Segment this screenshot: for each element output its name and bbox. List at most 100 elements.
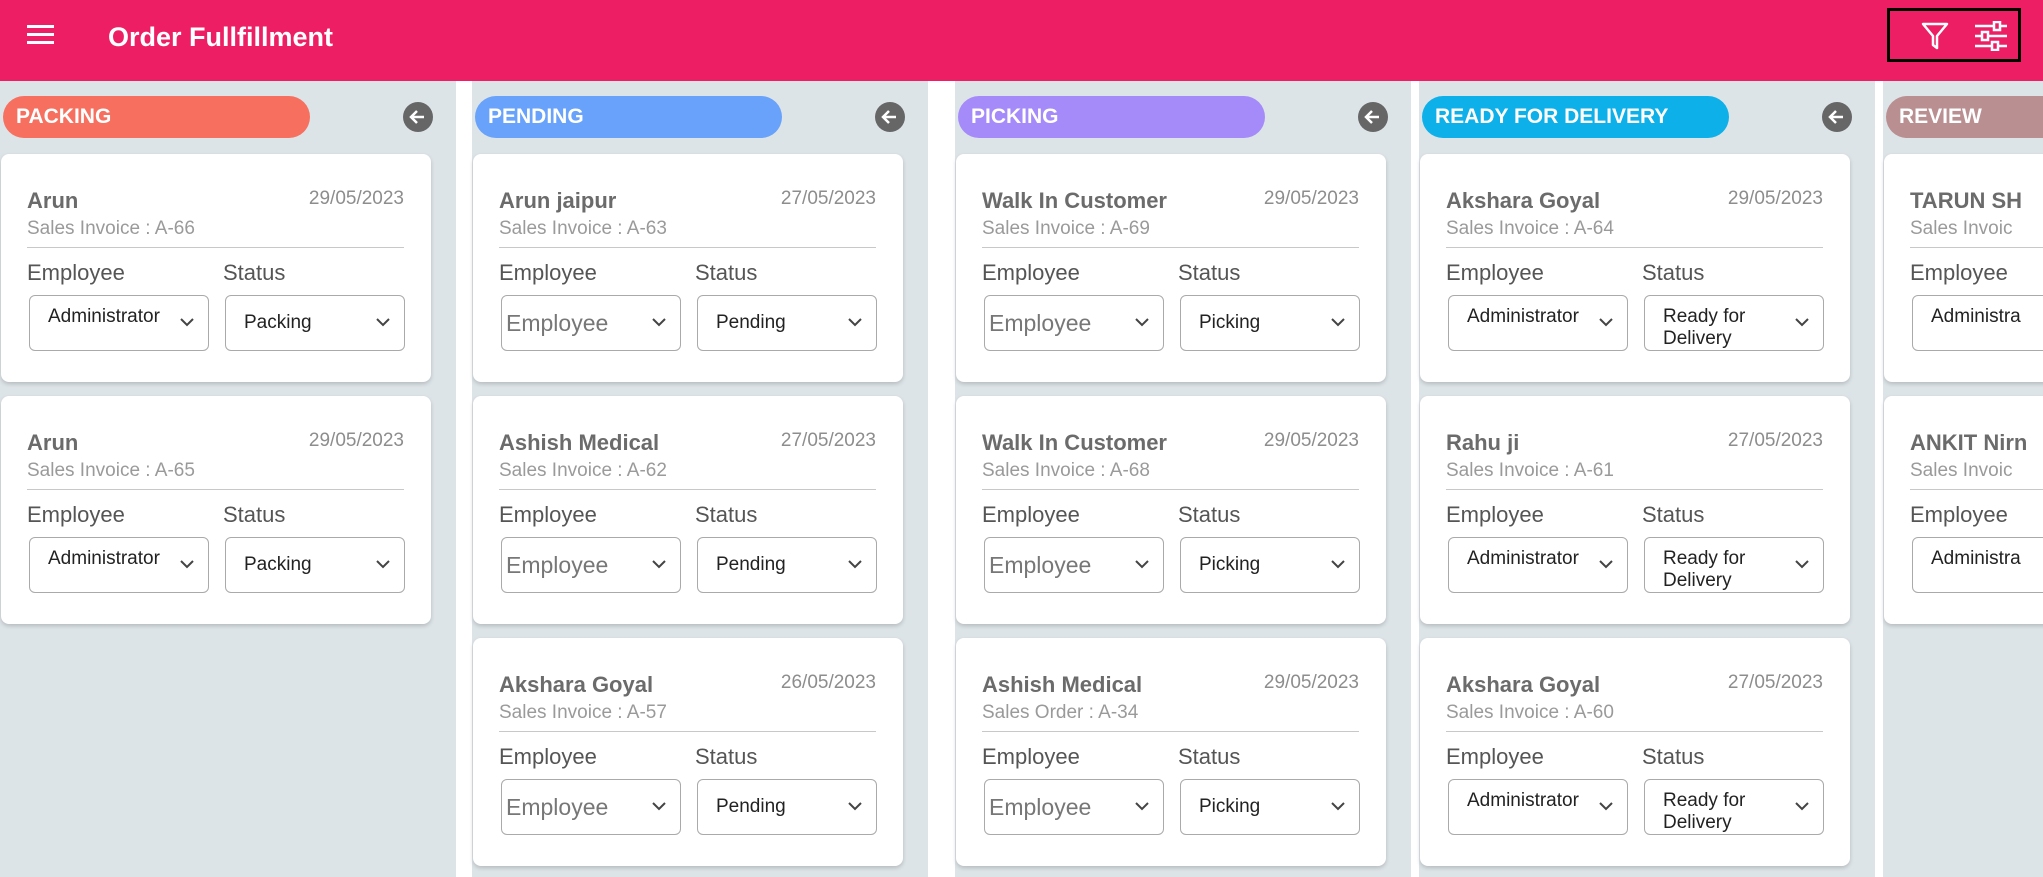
status-select[interactable]: Picking (1180, 537, 1360, 593)
status-label: Status (1178, 260, 1241, 285)
employee-select[interactable]: Employee (984, 779, 1164, 835)
employee-value: Employee (506, 794, 609, 820)
status-value: Pending (716, 554, 786, 575)
employee-label: Employee (1446, 502, 1544, 527)
divider (499, 731, 876, 732)
document-number: Sales Order : A-34 (982, 702, 1139, 723)
employee-label: Employee (27, 502, 125, 527)
order-date: 27/05/2023 (1727, 672, 1823, 693)
order-date: 29/05/2023 (1263, 672, 1359, 693)
column-header: REVIEW (1886, 96, 2043, 138)
order-date: 29/05/2023 (308, 188, 404, 209)
order-card[interactable]: Arun 29/05/2023 Sales Invoice : A-65 Employ… (1, 396, 431, 624)
customer-name: Arun (27, 430, 79, 455)
toolbar-actions (1887, 8, 2021, 62)
employee-label: Employee (982, 260, 1080, 285)
settings-button[interactable] (1974, 21, 2008, 51)
status-select[interactable]: Packing (225, 295, 405, 351)
divider (27, 489, 404, 490)
employee-select[interactable]: Administrator (1448, 779, 1628, 835)
customer-name: Arun jaipur (499, 188, 617, 213)
employee-select[interactable]: Administrator (1448, 295, 1628, 351)
status-label: Status (1642, 502, 1705, 527)
employee-select[interactable]: Employee (984, 295, 1164, 351)
employee-value: Employee (506, 552, 609, 578)
status-select[interactable]: Pending (697, 295, 877, 351)
order-card[interactable]: Akshara Goyal 29/05/2023 Sales Invoice : A… (1420, 154, 1850, 382)
status-value: Ready for Delivery (1663, 306, 1746, 349)
order-card[interactable]: Walk In Customer 29/05/2023 Sales Invoice … (956, 154, 1386, 382)
status-select[interactable]: Picking (1180, 295, 1360, 351)
employee-select[interactable]: Administra (1912, 537, 2043, 593)
employee-value: Administrator (48, 306, 160, 327)
status-label: Status (695, 260, 758, 285)
collapse-button[interactable] (1822, 102, 1852, 132)
order-card[interactable]: Akshara Goyal 27/05/2023 Sales Invoice : A… (1420, 638, 1850, 866)
divider (1446, 489, 1823, 490)
order-date: 29/05/2023 (1263, 430, 1359, 451)
employee-label: Employee (499, 260, 597, 285)
divider (982, 489, 1359, 490)
customer-name: Ashish Medical (982, 672, 1143, 697)
customer-name: Arun (27, 188, 79, 213)
status-select[interactable]: Ready for Delivery (1644, 537, 1824, 593)
status-label: Status (1642, 260, 1705, 285)
status-value: Pending (716, 796, 786, 817)
order-card[interactable]: Akshara Goyal 26/05/2023 Sales Invoice : A… (473, 638, 903, 866)
document-number: Sales Invoice : A-63 (499, 218, 667, 239)
collapse-button[interactable] (1358, 102, 1388, 132)
status-select[interactable]: Ready for Delivery (1644, 779, 1824, 835)
status-select[interactable]: Pending (697, 779, 877, 835)
collapse-button[interactable] (403, 102, 433, 132)
employee-select[interactable]: Administrator (29, 537, 209, 593)
status-select[interactable]: Ready for Delivery (1644, 295, 1824, 351)
divider (1446, 731, 1823, 732)
page-title: Order Fullfillment (108, 22, 334, 52)
employee-select[interactable]: Employee (501, 295, 681, 351)
column-header: PENDING (475, 96, 782, 138)
document-number: Sales Invoice : A-64 (1446, 218, 1614, 239)
employee-label: Employee (1446, 260, 1544, 285)
order-card[interactable]: Walk In Customer 29/05/2023 Sales Invoice … (956, 396, 1386, 624)
customer-name: Akshara Goyal (499, 672, 654, 697)
order-date: 29/05/2023 (308, 430, 404, 451)
status-label: Status (223, 502, 286, 527)
order-card[interactable]: Ashish Medical 29/05/2023 Sales Order : A-… (956, 638, 1386, 866)
divider (1910, 247, 2043, 248)
status-label: Status (223, 260, 286, 285)
employee-select[interactable]: Administrator (29, 295, 209, 351)
employee-select[interactable]: Administra (1912, 295, 2043, 351)
order-card[interactable]: Arun 29/05/2023 Sales Invoice : A-66 Employ… (1, 154, 431, 382)
divider (982, 247, 1359, 248)
status-select[interactable]: Packing (225, 537, 405, 593)
customer-name: Walk In Customer (982, 430, 1167, 455)
employee-select[interactable]: Employee (501, 779, 681, 835)
divider (1910, 489, 2043, 490)
employee-value: Administra (1931, 306, 2021, 327)
status-value: Ready for Delivery (1663, 548, 1746, 591)
status-label: Status (1178, 502, 1241, 527)
collapse-button[interactable] (875, 102, 905, 132)
document-number: Sales Invoice : A-60 (1446, 702, 1614, 723)
status-select[interactable]: Pending (697, 537, 877, 593)
order-card[interactable]: Arun jaipur 27/05/2023 Sales Invoice : A-6… (473, 154, 903, 382)
document-number: Sales Invoice : A-61 (1446, 460, 1614, 481)
employee-label: Employee (1910, 502, 2008, 527)
customer-name: ANKIT Nirn (1910, 430, 2028, 455)
employee-label: Employee (1910, 260, 2008, 285)
status-select[interactable]: Picking (1180, 779, 1360, 835)
customer-name: TARUN SH (1910, 188, 2023, 213)
employee-select[interactable]: Administrator (1448, 537, 1628, 593)
document-number: Sales Invoice : A-65 (27, 460, 195, 481)
filter-button[interactable] (1921, 21, 1949, 51)
order-card[interactable]: Rahu ji 27/05/2023 Sales Invoice : A-61 Emp… (1420, 396, 1850, 624)
status-value: Picking (1199, 796, 1261, 817)
employee-value: Employee (989, 552, 1092, 578)
employee-select[interactable]: Employee (984, 537, 1164, 593)
order-card[interactable]: Ashish Medical 27/05/2023 Sales Invoice : … (473, 396, 903, 624)
employee-select[interactable]: Employee (501, 537, 681, 593)
menu-button[interactable] (27, 24, 55, 46)
divider (27, 247, 404, 248)
